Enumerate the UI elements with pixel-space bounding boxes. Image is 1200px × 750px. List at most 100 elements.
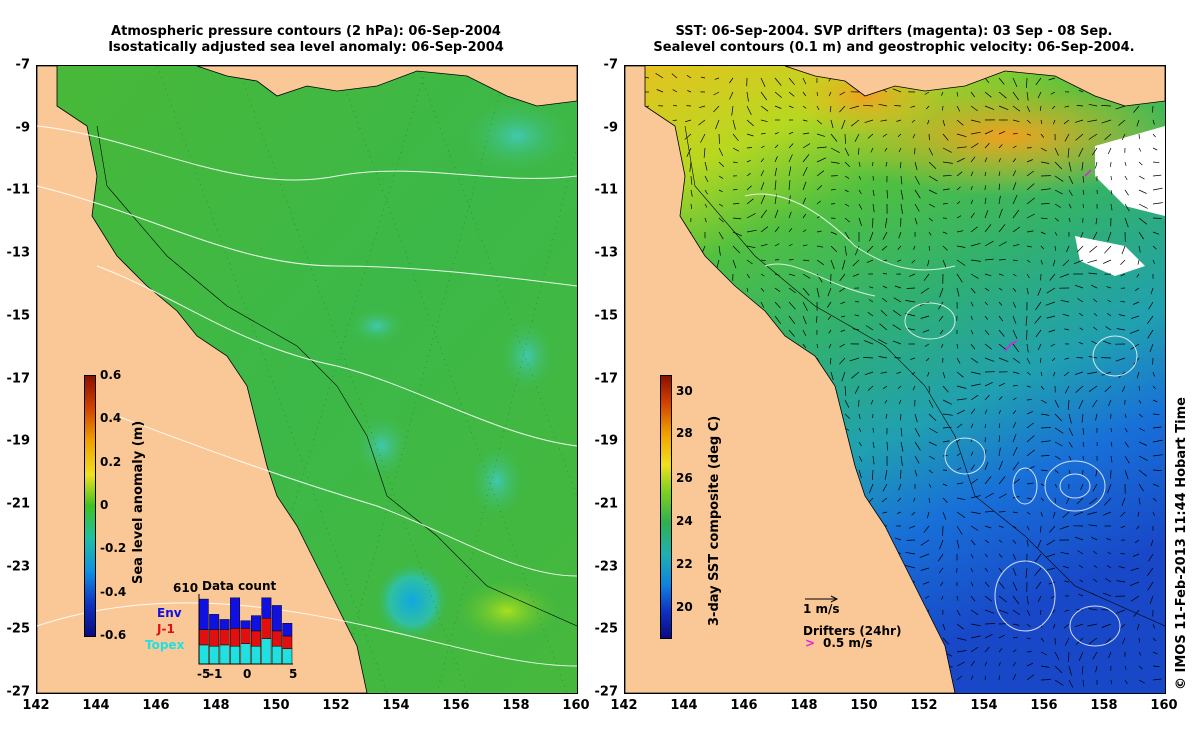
sst-tick-6: 20: [676, 600, 693, 614]
velocity-arrow: [1089, 497, 1098, 505]
velocity-arrow: [1074, 119, 1084, 123]
left-ytick: -9: [15, 120, 30, 136]
velocity-arrow: [914, 161, 918, 171]
velocity-arrow: [1087, 511, 1098, 515]
velocity-arrow: [919, 553, 930, 558]
velocity-arrow: [1068, 203, 1072, 209]
velocity-arrow: [1012, 209, 1020, 219]
velocity-arrow: [1132, 301, 1140, 305]
velocity-arrow: [1040, 371, 1043, 376]
velocity-arrow: [816, 343, 819, 348]
velocity-arrow: [956, 259, 966, 266]
velocity-arrow: [788, 315, 796, 325]
velocity-arrow: [1138, 413, 1143, 418]
velocity-arrow: [1012, 119, 1020, 123]
velocity-arrow: [1035, 77, 1042, 86]
velocity-arrow: [1152, 371, 1155, 377]
velocity-arrow: [746, 198, 754, 205]
velocity-arrow: [970, 156, 976, 163]
velocity-arrow: [1067, 399, 1070, 410]
velocity-arrow: [760, 105, 769, 112]
velocity-arrow: [746, 133, 754, 137]
velocity-arrow: [774, 132, 779, 135]
velocity-arrow: [998, 343, 1007, 351]
velocity-arrow: [858, 189, 862, 195]
velocity-arrow: [900, 203, 903, 214]
velocity-arrow: [984, 623, 995, 625]
velocity-arrow: [941, 343, 944, 348]
velocity-arrow: [1116, 580, 1126, 583]
bar-topex: [219, 644, 230, 665]
velocity-arrow: [984, 394, 990, 401]
velocity-arrow: [1040, 665, 1050, 668]
left-ytick: -11: [6, 182, 31, 198]
velocity-arrow: [1076, 105, 1084, 107]
velocity-arrow: [1101, 119, 1112, 124]
velocity-arrow: [1078, 147, 1084, 157]
bar-topex: [198, 644, 209, 665]
velocity-arrow: [830, 119, 834, 129]
velocity-arrow: [1040, 637, 1045, 642]
velocity-arrow: [1104, 245, 1112, 254]
velocity-arrow: [729, 91, 734, 100]
sst-tick-3: 26: [676, 471, 693, 485]
velocity-arrow: [1074, 371, 1084, 375]
velocity-arrow: [1121, 133, 1126, 141]
velocity-arrow: [788, 259, 794, 261]
velocity-arrow: [868, 483, 874, 494]
velocity-arrow: [942, 440, 950, 443]
velocity-arrow: [1026, 422, 1034, 429]
velocity-arrow: [827, 315, 832, 321]
velocity-arrow: [1012, 158, 1017, 163]
velocity-arrow: [1120, 525, 1126, 529]
velocity-arrow: [1026, 595, 1029, 605]
velocity-arrow: [1133, 105, 1140, 113]
bar-j1: [261, 617, 272, 639]
velocity-arrow: [746, 229, 757, 233]
velocity-arrow: [970, 609, 979, 615]
velocity-arrow: [715, 119, 720, 130]
velocity-arrow: [1026, 674, 1035, 681]
sea-level-anomaly-map[interactable]: 0.6 0.4 0.2 0 -0.2 -0.4 -0.6 Sea level a…: [36, 65, 578, 694]
velocity-arrow: [788, 273, 796, 277]
velocity-arrow: [1068, 469, 1071, 474]
velocity-arrow: [1012, 194, 1018, 205]
velocity-arrow: [1012, 226, 1021, 233]
velocity-arrow: [760, 132, 766, 135]
velocity-arrow: [802, 343, 807, 349]
velocity-arrow: [1040, 217, 1048, 220]
velocity-arrow: [956, 215, 962, 219]
velocity-arrow: [892, 88, 902, 93]
velocity-arrow: [905, 551, 916, 555]
sla-tick-5: -0.2: [100, 541, 127, 555]
velocity-arrow: [701, 76, 706, 79]
velocity-arrow: [956, 398, 967, 401]
velocity-arrow: [788, 105, 794, 109]
velocity-arrow: [1026, 159, 1033, 163]
velocity-arrow: [731, 105, 734, 116]
velocity-arrow: [970, 212, 975, 219]
velocity-arrow: [844, 399, 850, 408]
velocity-arrow: [1152, 174, 1162, 177]
inset-title: Data count: [202, 579, 277, 593]
velocity-arrow: [1136, 623, 1140, 631]
sla-tick-3: 0.2: [100, 455, 122, 469]
right-xtick: 160: [1150, 698, 1178, 713]
velocity-arrow: [1152, 385, 1156, 390]
velocity-arrow: [942, 385, 949, 393]
left-ytick: -15: [6, 308, 31, 324]
velocity-arrow: [1149, 343, 1154, 353]
velocity-arrow: [998, 105, 1009, 111]
velocity-arrow: [881, 497, 888, 503]
sst-map[interactable]: 30 28 26 24 22 20 3-day SST composite (d…: [624, 65, 1166, 694]
velocity-arrow: [956, 357, 961, 364]
velocity-arrow: [1120, 552, 1126, 555]
velocity-arrow: [802, 229, 807, 233]
velocity-arrow: [849, 105, 860, 110]
velocity-arrow: [704, 161, 708, 171]
velocity-arrow: [897, 133, 902, 137]
velocity-arrow: [970, 660, 976, 667]
velocity-arrow: [1048, 329, 1056, 333]
velocity-arrow: [1054, 231, 1058, 236]
velocity-arrow: [984, 258, 994, 261]
